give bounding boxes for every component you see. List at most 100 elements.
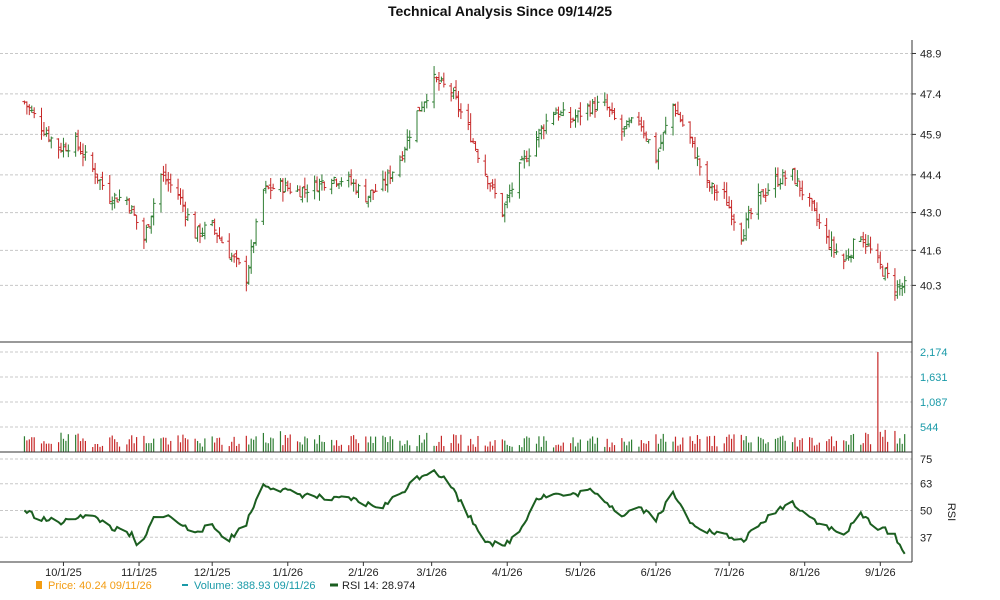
ohlc-bar <box>83 145 88 161</box>
ohlc-bar <box>629 117 634 124</box>
ohlc-bar <box>132 205 137 216</box>
ohlc-bar <box>646 139 651 144</box>
ohlc-bar <box>536 128 541 148</box>
ohlc-bar <box>263 180 268 194</box>
ohlc-bar <box>517 162 522 199</box>
ohlc-bar <box>675 101 680 116</box>
ohlc-bar <box>902 276 907 294</box>
ohlc-bar <box>741 229 746 242</box>
ohlc-bar <box>129 205 134 214</box>
ohlc-bar <box>161 165 166 182</box>
ohlc-bar <box>817 213 822 230</box>
ohlc-bar <box>407 130 412 149</box>
ohlc-bar <box>183 201 188 227</box>
ohlc-bar <box>371 189 376 200</box>
ohlc-bar <box>578 102 583 126</box>
ohlc-bar <box>707 180 712 192</box>
ohlc-bar <box>373 183 378 192</box>
ohlc-bar <box>180 189 185 213</box>
ohlc-bar <box>32 107 37 119</box>
ohlc-bar <box>319 174 324 191</box>
ohlc-bar <box>439 76 444 83</box>
chart-title: Technical Analysis Since 09/14/25 <box>388 3 612 19</box>
ohlc-bar <box>697 158 702 176</box>
price-tick-label: 45.9 <box>920 129 941 141</box>
ohlc-bar <box>422 101 427 113</box>
ohlc-bar <box>866 234 871 247</box>
ohlc-bar <box>800 180 805 201</box>
ohlc-bar <box>900 282 905 296</box>
ohlc-bar <box>588 100 593 117</box>
x-tick-label: 9/1/26 <box>865 567 896 579</box>
ohlc-bar <box>178 188 183 205</box>
ohlc-bar <box>419 101 424 112</box>
ohlc-bar <box>568 107 573 129</box>
ohlc-bar <box>351 178 356 192</box>
ohlc-bar <box>705 161 710 189</box>
ohlc-bar <box>176 178 181 200</box>
ohlc-bar <box>590 99 595 115</box>
ohlc-bar <box>573 109 578 128</box>
volume-tick-label: 2,174 <box>920 347 948 359</box>
volume-series <box>23 352 906 452</box>
ohlc-bar <box>400 151 405 162</box>
ohlc-bar <box>383 171 388 191</box>
ohlc-bar <box>185 208 190 221</box>
ohlc-bar <box>695 147 700 167</box>
ohlc-bar <box>593 97 598 118</box>
x-tick-label: 8/1/26 <box>789 567 820 579</box>
ohlc-bar <box>688 121 693 144</box>
ohlc-bar <box>834 243 839 255</box>
ohlc-bar <box>612 107 617 121</box>
volume-tick-label: 544 <box>920 422 938 434</box>
ohlc-bar <box>746 205 751 229</box>
ohlc-bar <box>385 169 390 193</box>
ohlc-bar <box>124 196 129 206</box>
x-tick-label: 10/1/25 <box>45 567 82 579</box>
ohlc-bar <box>505 194 510 209</box>
ohlc-bar <box>334 178 339 188</box>
x-tick-label: 6/1/26 <box>641 567 672 579</box>
ohlc-bar <box>449 83 454 102</box>
ohlc-bar <box>575 110 580 123</box>
rsi-tick-label: 50 <box>920 506 932 518</box>
ohlc-bar <box>892 268 897 301</box>
ohlc-bar <box>163 163 168 185</box>
ohlc-bar <box>758 191 763 205</box>
ohlc-bar <box>127 197 132 214</box>
ohlc-bar <box>897 279 902 296</box>
ohlc-bar <box>166 171 171 192</box>
ohlc-bar <box>100 171 105 190</box>
ohlc-bar <box>541 124 546 140</box>
ohlc-bar <box>624 120 629 130</box>
ohlc-bar <box>500 192 505 218</box>
rsi-line <box>23 468 906 555</box>
ohlc-bar <box>473 141 478 151</box>
ohlc-bar <box>454 80 459 100</box>
ohlc-bar <box>217 227 222 240</box>
ohlc-bar <box>883 267 888 281</box>
ohlc-bar <box>63 142 68 152</box>
ohlc-bar <box>844 250 849 261</box>
axes: 48.9 47.4 45.9 44.4 43.0 41.6 40.3 2,174 1,631 1,… <box>0 40 957 579</box>
ohlc-bar <box>215 232 220 244</box>
ohlc-bar <box>144 224 149 243</box>
ohlc-bar <box>712 184 717 201</box>
ohlc-bar <box>29 105 34 113</box>
ohlc-bar <box>59 142 64 153</box>
ohlc-bar <box>302 177 307 198</box>
ohlc-bar <box>673 103 678 117</box>
ohlc-bar <box>200 227 205 238</box>
ohlc-bar <box>663 116 668 135</box>
ohlc-bar <box>244 255 249 292</box>
ohlc-bar <box>724 182 729 206</box>
ohlc-bar <box>468 113 473 143</box>
ohlc-bar <box>149 215 154 234</box>
ohlc-bar <box>39 107 44 140</box>
gridlines <box>0 52 912 538</box>
ohlc-bar <box>46 126 51 143</box>
ohlc-bar <box>405 129 410 151</box>
ohlc-bar <box>95 173 100 184</box>
ohlc-bar <box>814 202 819 227</box>
